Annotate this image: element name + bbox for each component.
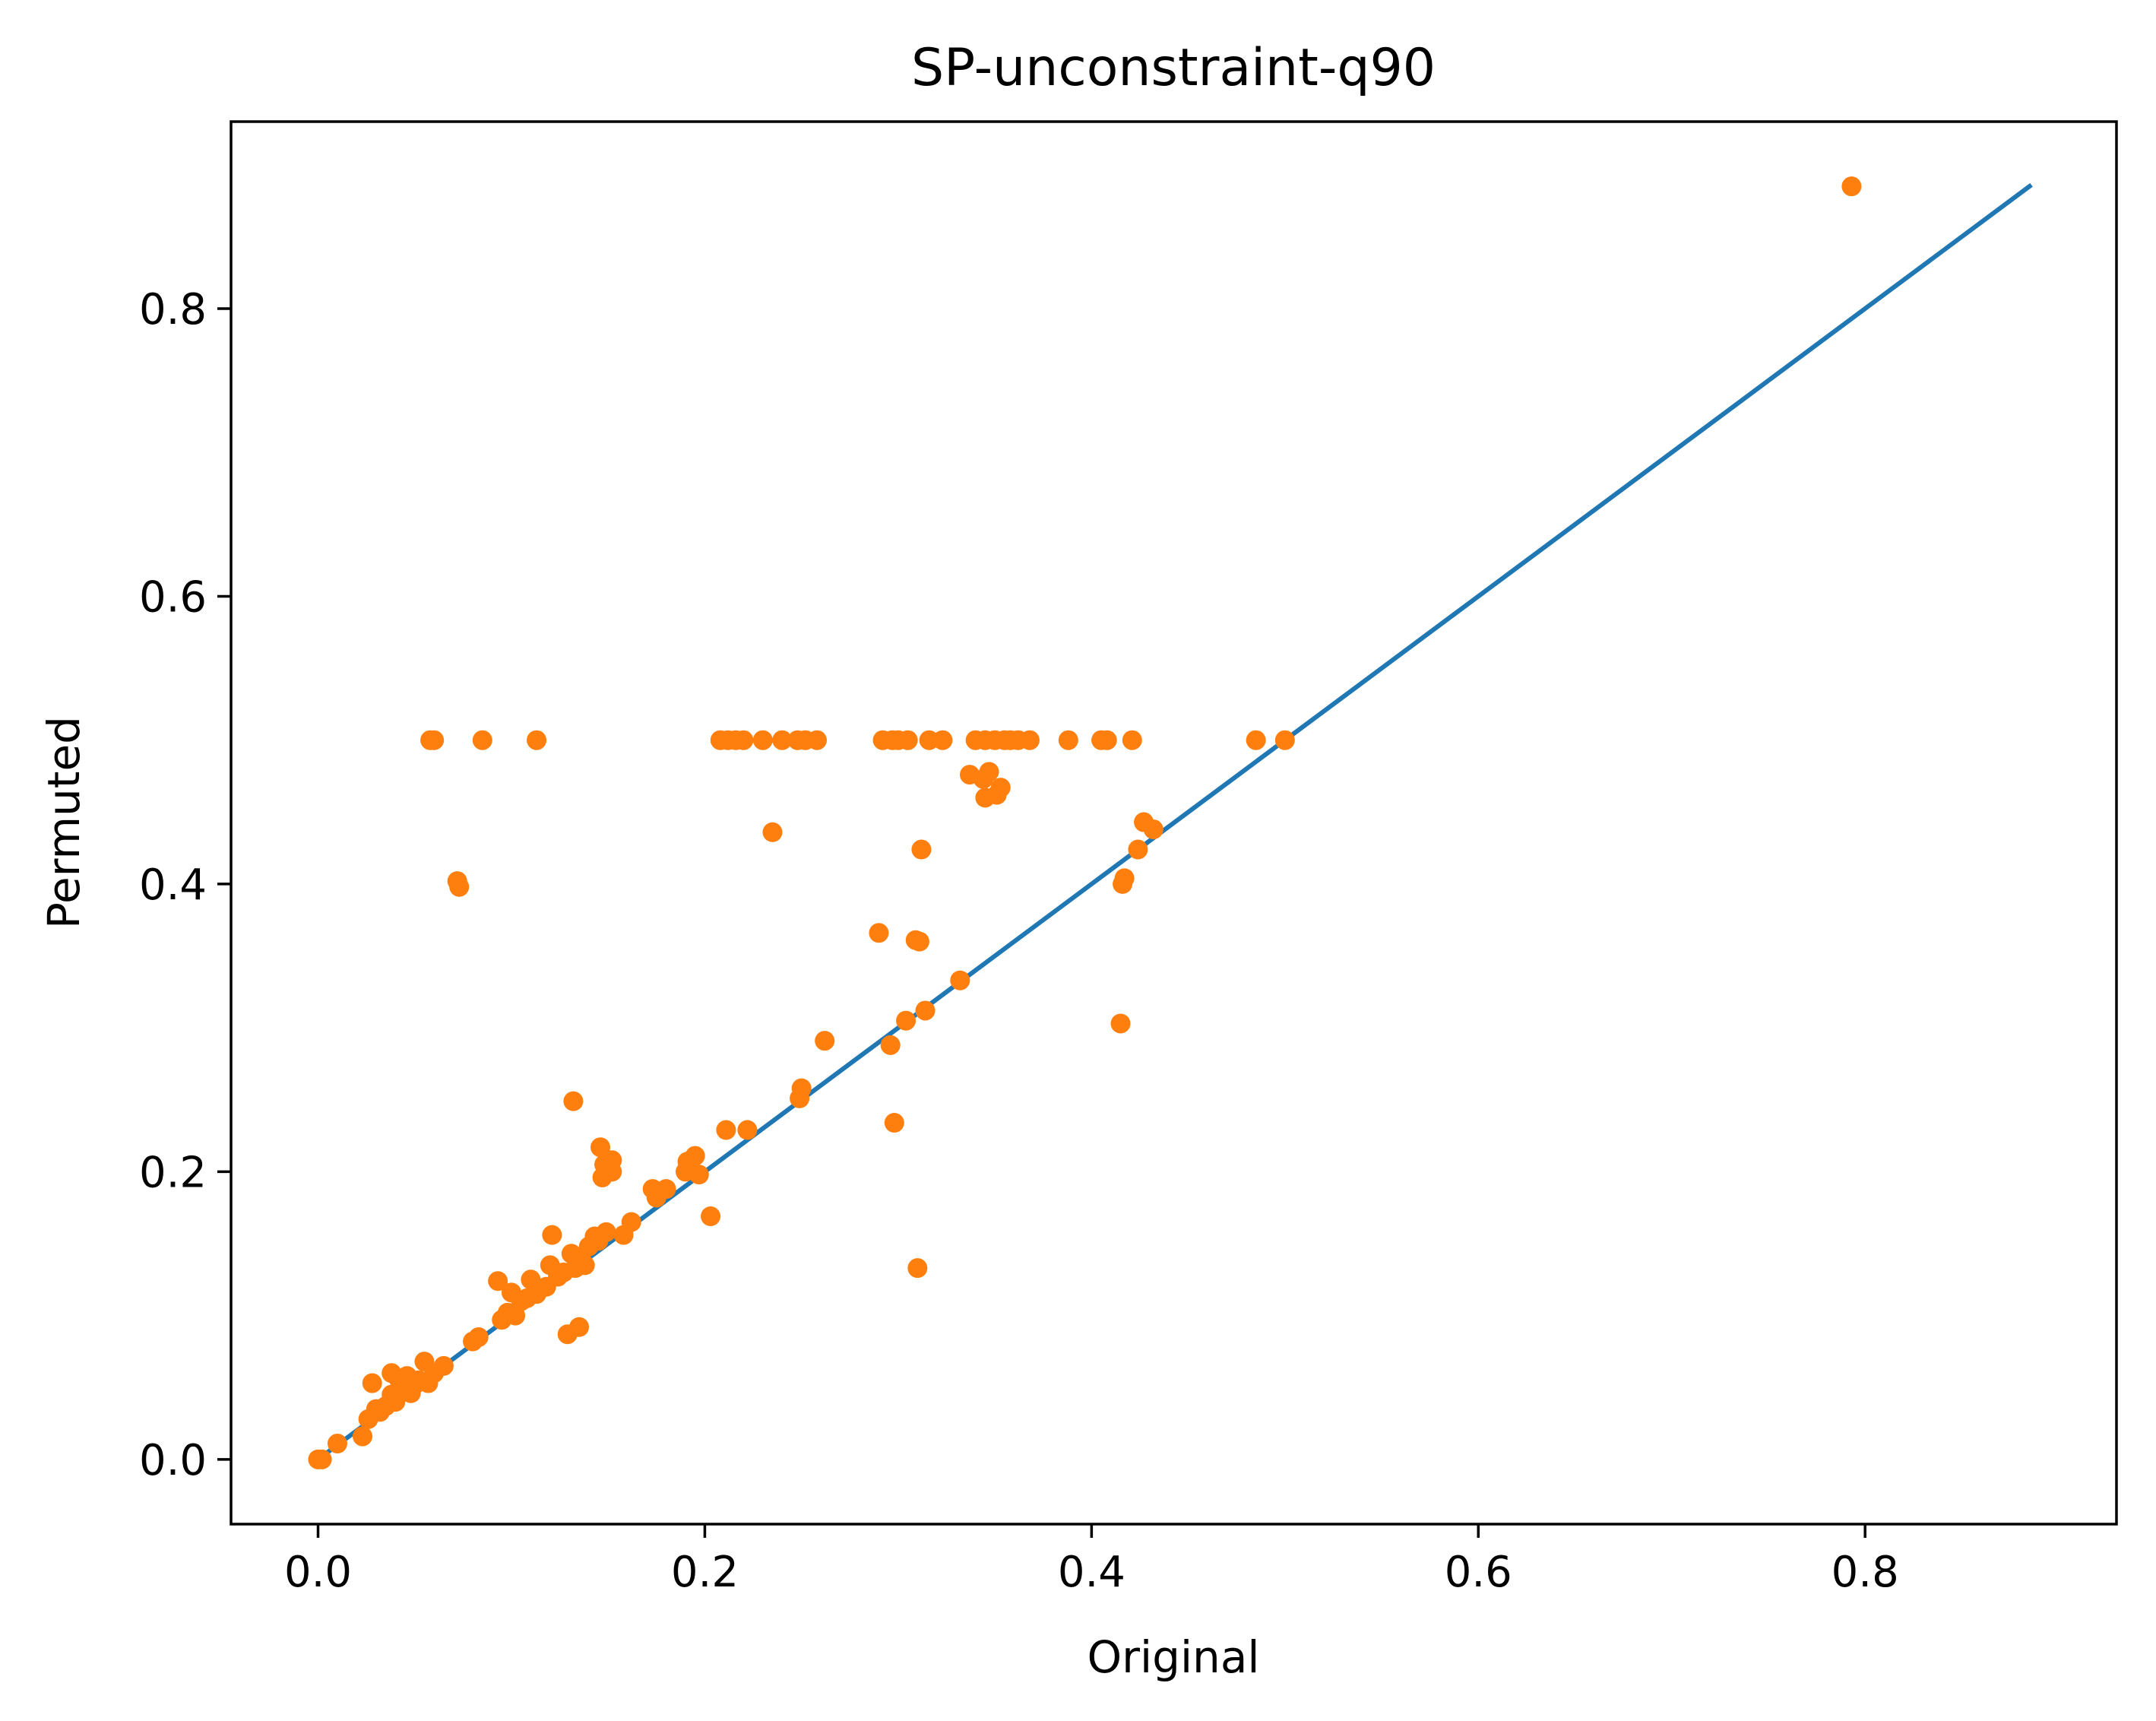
scatter-point xyxy=(468,1327,489,1347)
y-tick-label: 0.8 xyxy=(139,285,207,334)
scatter-point xyxy=(1841,176,1862,197)
y-tick-label: 0.0 xyxy=(139,1436,207,1485)
scatter-point xyxy=(362,1373,382,1393)
scatter-point xyxy=(950,970,970,990)
scatter-point xyxy=(762,822,783,842)
scatter-point xyxy=(979,762,999,782)
scatter-point xyxy=(1019,730,1040,750)
scatter-point xyxy=(602,1162,622,1182)
scatter-point xyxy=(353,1426,373,1447)
plot-frame xyxy=(230,120,2118,1526)
scatter-point xyxy=(472,730,492,750)
scatter-point xyxy=(907,1258,928,1279)
scatter-point xyxy=(569,1317,590,1337)
scatter-point xyxy=(590,1137,611,1158)
scatter-point xyxy=(596,1222,616,1242)
scatter-point xyxy=(884,1113,904,1133)
scatter-point xyxy=(1122,730,1142,750)
scatter-point xyxy=(791,1078,812,1098)
scatter-point xyxy=(752,730,773,750)
x-axis: 0.0 0.2 0.4 0.6 0.8 xyxy=(284,1524,1899,1597)
scatter-point xyxy=(1274,730,1295,750)
scatter-point xyxy=(1143,819,1163,840)
scatter-point xyxy=(701,1206,721,1227)
chart-title: SP-unconstraint-q90 xyxy=(911,38,1436,98)
scatter-point xyxy=(433,1355,454,1376)
x-tick-label: 0.2 xyxy=(671,1548,739,1597)
scatter-point xyxy=(909,931,929,952)
scatter-point xyxy=(621,1212,641,1232)
scatter-point xyxy=(327,1434,347,1454)
scatter-point xyxy=(919,730,939,750)
scatter-point xyxy=(527,730,547,750)
y-tick-label: 0.6 xyxy=(139,572,207,622)
y-axis-label: Permuted xyxy=(38,716,90,929)
scatter-point xyxy=(880,1035,901,1055)
scatter-point xyxy=(733,730,754,750)
scatter-point xyxy=(1058,730,1078,750)
scatter-point xyxy=(1110,1013,1131,1034)
scatter-point xyxy=(911,839,932,860)
scatter-point xyxy=(424,730,445,750)
scatter-point xyxy=(685,1146,705,1166)
scatter-point xyxy=(815,1031,835,1051)
scatter-point xyxy=(689,1165,709,1185)
scatter-point xyxy=(898,730,918,750)
y-axis: 0.0 0.2 0.4 0.6 0.8 xyxy=(139,285,231,1485)
x-tick-label: 0.4 xyxy=(1058,1548,1125,1597)
y-tick-label: 0.4 xyxy=(139,860,207,910)
x-tick-label: 0.0 xyxy=(284,1548,352,1597)
scatter-point xyxy=(737,1120,758,1140)
scatter-point xyxy=(896,1010,917,1031)
x-axis-label: Original xyxy=(1087,1631,1260,1683)
scatter-point xyxy=(1128,839,1148,860)
x-tick-label: 0.8 xyxy=(1831,1548,1899,1597)
scatter-point xyxy=(312,1449,332,1469)
scatter-point xyxy=(1246,730,1266,750)
scatter-point xyxy=(542,1225,562,1245)
y-tick-label: 0.2 xyxy=(139,1148,207,1197)
scatter-point xyxy=(990,778,1011,798)
scatter-point xyxy=(449,876,470,897)
scatter-point xyxy=(932,730,953,750)
scatter-point xyxy=(1097,730,1117,750)
scatter-point xyxy=(1114,868,1135,889)
x-tick-label: 0.6 xyxy=(1445,1548,1512,1597)
scatter-point xyxy=(716,1120,736,1140)
scatter-point xyxy=(656,1179,676,1200)
scatter-point xyxy=(807,730,828,750)
scatter-point xyxy=(488,1271,508,1292)
plot-area xyxy=(308,176,2033,1469)
scatter-point xyxy=(563,1091,584,1111)
scatter-point xyxy=(869,923,889,943)
scatter-point xyxy=(575,1255,595,1276)
scatter-point xyxy=(772,730,793,750)
scatter-point xyxy=(915,1000,936,1021)
